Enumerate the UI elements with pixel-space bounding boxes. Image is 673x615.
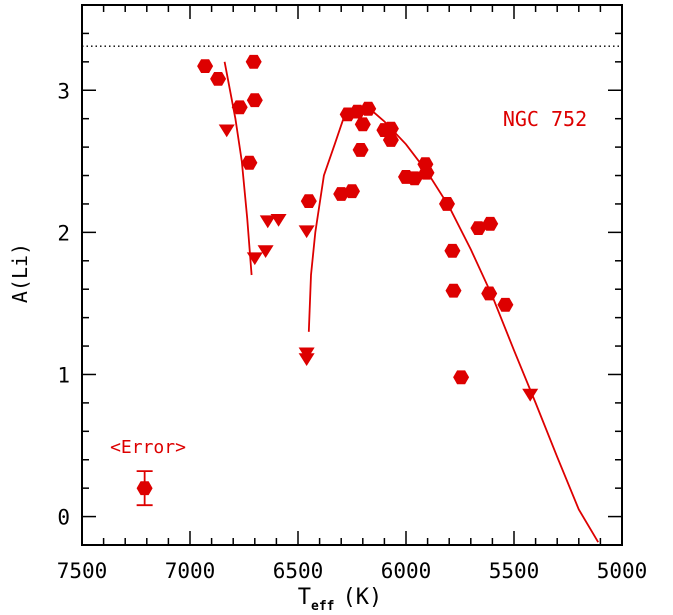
data-point — [197, 59, 214, 73]
axis-ticks — [81, 4, 623, 546]
data-point — [231, 100, 248, 115]
x-axis-label-unit: (K) — [342, 585, 382, 610]
data-point — [382, 121, 399, 136]
data-point — [470, 221, 487, 235]
upper-limit-marker — [218, 124, 235, 138]
upper-limit-marker — [257, 245, 274, 259]
upper-limit-markers — [218, 124, 539, 402]
data-point — [354, 117, 371, 132]
upper-limit-marker — [298, 225, 315, 239]
error-bar — [136, 470, 153, 507]
x-tick-label: 6000 — [381, 559, 432, 583]
data-point — [352, 143, 369, 157]
upper-limit-marker — [522, 388, 539, 402]
data-point — [241, 155, 258, 170]
plot-frame — [81, 4, 623, 546]
data-point — [497, 297, 514, 312]
model-curves — [223, 61, 599, 543]
tick-labels: 7500 7000 6500 6000 5500 5000 0 1 2 3 — [57, 79, 648, 583]
y-tick-label: 0 — [57, 506, 70, 530]
data-point — [406, 171, 423, 186]
model-curve — [307, 106, 599, 543]
data-point — [453, 370, 470, 385]
error-label: <Error> — [110, 437, 186, 458]
upper-limit-marker — [259, 215, 276, 229]
x-tick-label: 5500 — [489, 559, 540, 583]
data-point — [360, 101, 377, 116]
x-tick-label: 7000 — [165, 559, 216, 583]
data-point — [444, 243, 461, 258]
data-point — [300, 194, 317, 208]
data-point — [445, 283, 462, 298]
y-tick-label: 1 — [57, 363, 70, 387]
data-point — [382, 133, 399, 147]
error-bar-point — [136, 481, 153, 496]
upper-limit-marker — [246, 252, 263, 266]
x-axis-label: Teff (K) — [298, 585, 382, 614]
x-tick-label: 5000 — [597, 559, 648, 583]
data-point — [439, 197, 455, 211]
x-tick-label: 6500 — [273, 559, 324, 583]
x-tick-label: 7500 — [57, 559, 108, 583]
x-axis-label-main: T — [298, 585, 311, 610]
upper-limit-marker — [298, 353, 315, 367]
data-point — [210, 72, 227, 86]
data-point — [344, 184, 360, 199]
data-points — [197, 54, 514, 385]
annotation-cluster: NGC 752 — [503, 107, 587, 131]
y-tick-label: 2 — [57, 221, 70, 245]
upper-limit-marker — [270, 213, 287, 227]
y-axis-label: A(Li) — [8, 243, 32, 303]
data-point — [481, 286, 498, 301]
data-point — [246, 93, 263, 108]
data-point — [482, 216, 499, 231]
data-point — [245, 54, 262, 69]
x-axis-label-sub: eff — [311, 599, 334, 614]
model-curve — [223, 61, 253, 276]
y-tick-label: 3 — [57, 79, 70, 103]
data-point — [418, 165, 435, 180]
